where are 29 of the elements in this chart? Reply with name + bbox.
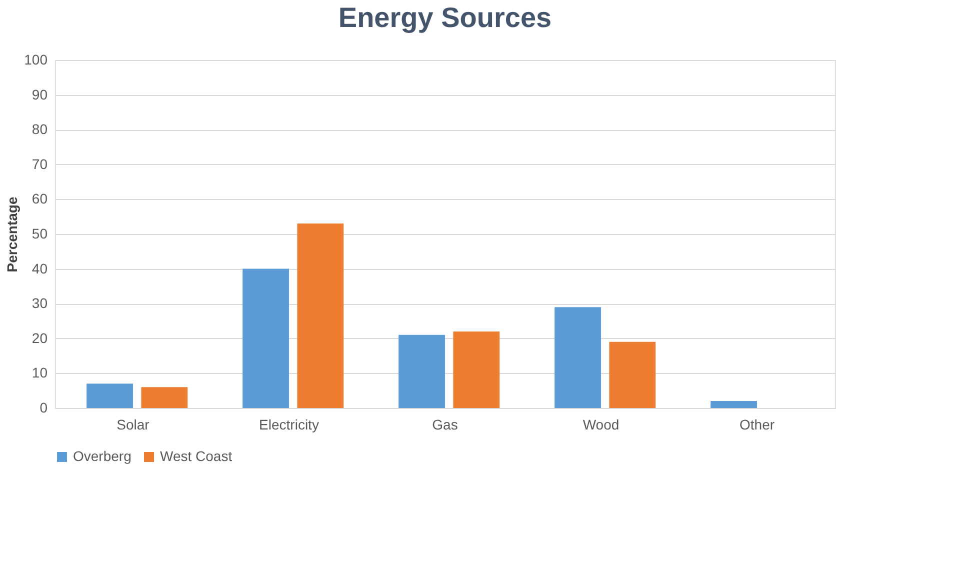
y-axis-title: Percentage — [4, 196, 20, 272]
bar — [141, 387, 188, 408]
bar — [297, 224, 344, 408]
legend-label: West Coast — [160, 448, 232, 464]
bar — [710, 401, 757, 408]
x-tick-label: Wood — [582, 416, 620, 432]
y-tick-label: 40 — [32, 260, 48, 276]
y-tick-label: 100 — [24, 52, 48, 68]
y-tick-label: 80 — [32, 121, 48, 138]
bar — [453, 331, 500, 408]
x-tick-label: Gas — [432, 416, 458, 432]
y-tick-label: 90 — [32, 86, 48, 102]
x-tick-label: Electricity — [259, 416, 319, 432]
y-tick-label: 0 — [40, 400, 48, 416]
bar — [554, 307, 601, 408]
y-tick-label: 10 — [32, 364, 48, 381]
bar — [86, 384, 133, 408]
y-tick-label: 60 — [32, 190, 48, 207]
y-tick-label: 20 — [32, 330, 48, 346]
y-tick-label: 70 — [32, 156, 48, 172]
bar — [609, 342, 656, 408]
y-tick-label: 50 — [32, 226, 48, 242]
bar — [398, 334, 445, 408]
chart-title: Energy Sources — [338, 2, 552, 33]
bar — [242, 268, 289, 408]
x-tick-label: Solar — [116, 416, 150, 432]
legend-label: Overberg — [73, 448, 132, 464]
y-tick-label: 30 — [32, 295, 48, 312]
x-tick-label: Other — [739, 416, 775, 432]
